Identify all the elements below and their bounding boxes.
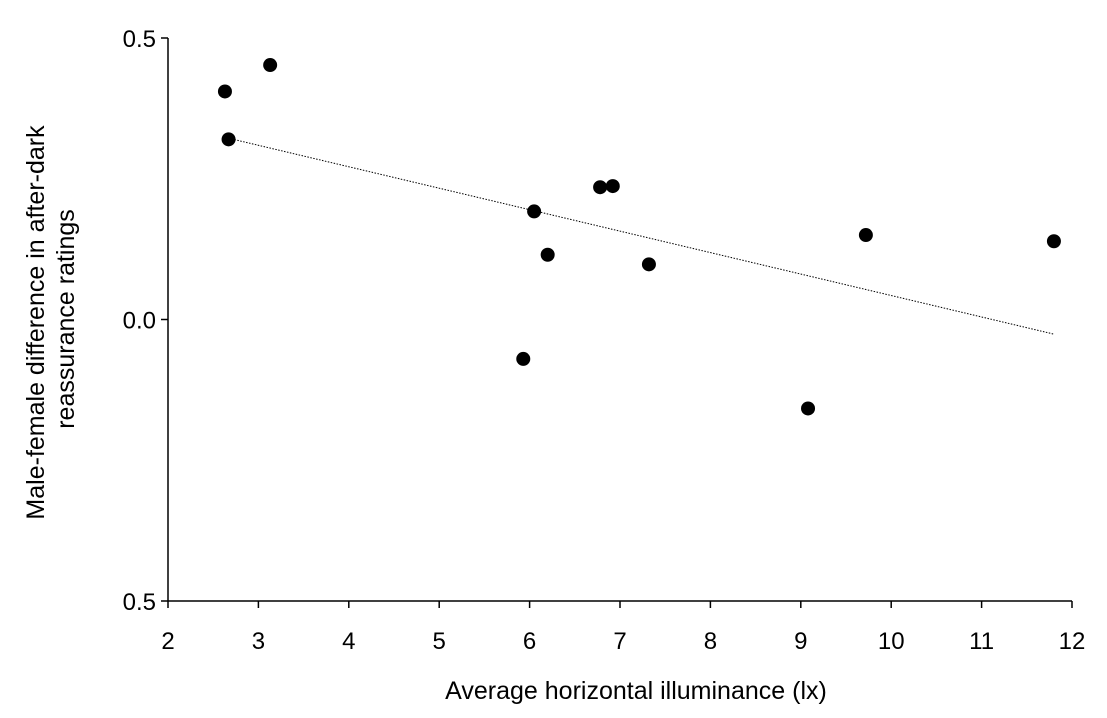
trendline-group <box>228 137 1055 335</box>
data-point <box>605 179 620 194</box>
data-point <box>801 401 816 416</box>
data-points <box>217 58 1061 416</box>
x-tick-label: 10 <box>878 628 905 655</box>
y-tick-label: 0.5 <box>123 589 156 616</box>
x-tick-label: 3 <box>252 628 265 655</box>
x-tick-label: 12 <box>1059 628 1086 655</box>
tick-labels: 2 3 4 5 6 7 8 9 10 11 12 0.5 0.0 0.5 <box>123 26 1086 655</box>
x-axis-title: Average horizontal illuminance (lx) <box>445 677 827 705</box>
data-point <box>263 58 278 73</box>
x-tick-label: 7 <box>613 628 626 655</box>
axes <box>161 37 1073 608</box>
data-point <box>858 228 873 243</box>
y-tick-label: 0.5 <box>123 26 156 53</box>
x-tick-label: 11 <box>969 628 994 655</box>
x-tick-label: 2 <box>161 628 174 655</box>
data-point <box>527 204 542 219</box>
data-point <box>1046 234 1061 249</box>
x-tick-label: 9 <box>794 628 807 655</box>
data-point <box>516 351 531 366</box>
x-tick-label: 6 <box>523 628 536 655</box>
x-tick-label: 8 <box>704 628 717 655</box>
x-tick-label: 4 <box>342 628 355 655</box>
y-axis-title-line-2: reassurance ratings <box>52 209 80 429</box>
data-point <box>593 180 608 195</box>
x-tick-label: 5 <box>433 628 446 655</box>
trendline <box>228 137 1055 335</box>
data-point <box>217 84 232 99</box>
data-point <box>540 247 555 262</box>
y-axis-title: Male-female difference in after-dark rea… <box>22 118 80 519</box>
y-axis-title-line-1: Male-female difference in after-dark <box>22 125 50 520</box>
data-point <box>641 257 656 272</box>
data-point <box>221 132 236 147</box>
y-tick-label: 0.0 <box>123 308 156 335</box>
